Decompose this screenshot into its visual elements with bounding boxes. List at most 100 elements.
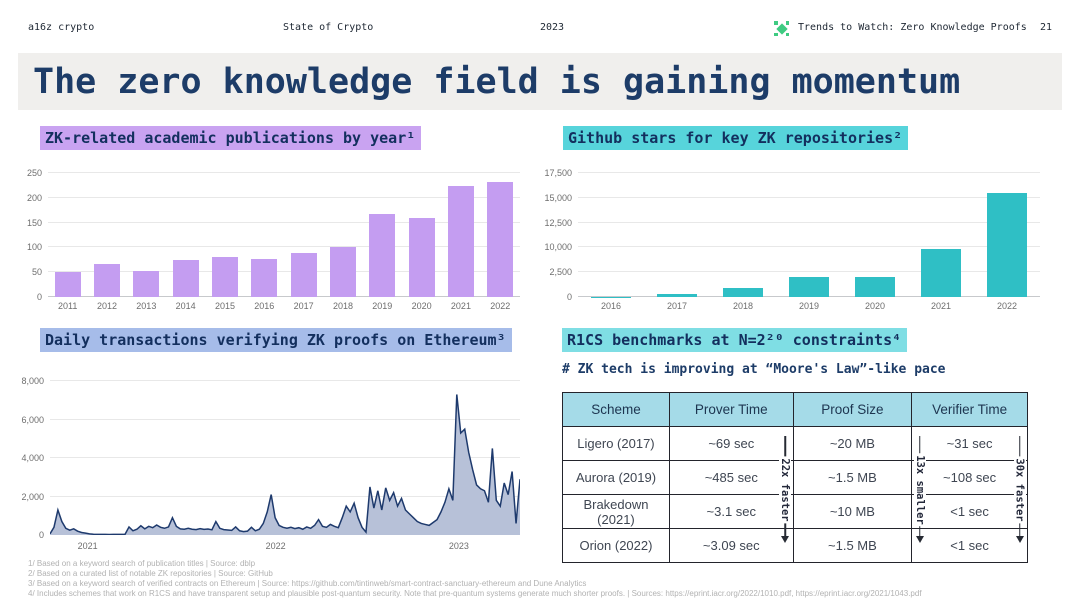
footnotes: 1/ Based on a keyword search of publicat… [28,559,922,599]
improvement-arrow-verifier: 30x faster [1013,436,1027,543]
slide-title: The zero knowledge field is gaining mome… [33,62,961,102]
bars [578,173,1040,297]
gridline [48,246,520,248]
cell-proof-size: ~1.5 MB [792,528,913,563]
x-tick-label: 2016 [600,301,622,311]
cell-prover-time: ~485 sec [668,460,794,495]
bar [94,263,120,297]
bar [212,256,238,297]
y-tick-label: 17,500 [544,168,572,178]
cell-proof-size: ~1.5 MB [792,460,913,495]
annotation-prover-improvement: 22x faster [779,455,792,524]
cell-scheme: Ligero (2017) [562,426,670,461]
chart-eth-transactions-area: 0 2,000 4,000 6,000 8,000 2021 2022 2023 [8,376,520,553]
section-title: Trends to Watch: Zero Knowledge Proofs [798,22,1027,33]
header-bar: a16z crypto State of Crypto 2023 Trends … [0,21,1080,38]
annotation-verifier-improvement: 30x faster [1013,455,1026,524]
x-tick-label: 2022 [265,541,286,551]
y-tick-label: 12,500 [544,217,572,228]
bar [329,247,356,297]
y-axis-labels: 0 50 100 150 200 250 [20,168,48,302]
footnote-2: 2/ Based on a curated list of notable ZK… [28,569,273,578]
x-tick-label: 2021 [930,301,952,311]
y-tick-label: 10,000 [544,242,572,253]
y-tick-label: 250 [26,168,42,178]
x-tick-label: 2019 [798,301,820,311]
gridline [578,246,1040,248]
bar [986,192,1028,297]
cell-scheme: Aurora (2019) [562,460,670,495]
y-axis-labels: 0 2,500 10,000 12,500 15,000 17,500 [528,168,578,302]
y-tick-label: 15,000 [544,192,572,203]
gridline [50,380,520,381]
table-header-row: Scheme Prover Time Proof Size Verifier T… [562,392,1028,427]
cell-prover-time: ~3.1 sec [668,494,794,529]
r1cs-benchmark-table: Scheme Prover Time Proof Size Verifier T… [562,392,1028,563]
cell-proof-size: ~20 MB [792,426,913,461]
panel-title-publications: ZK-related academic publications by year… [40,126,422,150]
bar [656,294,698,297]
gridline [48,196,520,198]
y-tick-label: 0 [38,530,44,540]
cell-verifier-time: ~108 sec [911,460,1028,495]
improvement-arrow-prover: 22x faster [778,436,792,543]
area-series [50,381,520,535]
y-tick-label: 150 [26,217,42,228]
plot-area [48,172,520,297]
gridline [48,172,520,173]
arrow-down-icon [781,536,790,543]
gridline [578,172,1040,173]
report-year: 2023 [540,22,565,33]
gridline [50,457,520,458]
gridline [578,196,1040,198]
bar [290,253,317,297]
y-tick-label: 100 [26,242,42,253]
cell-prover-time: ~3.09 sec [668,528,794,563]
col-header-verifier-time: Verifier Time [911,392,1028,427]
cell-scheme: Orion (2022) [562,528,670,563]
bar [369,214,396,297]
bar [408,218,435,297]
panel-title-r1cs-benchmarks: R1CS benchmarks at N=2²⁰ constraints⁴ [562,328,908,352]
panel-title-eth-transactions: Daily transactions verifying ZK proofs o… [40,328,512,352]
y-axis-labels: 0 2,000 4,000 6,000 8,000 [8,376,50,540]
table-row: Orion (2022) ~3.09 sec ~1.5 MB <1 sec [562,528,1028,563]
bar [133,270,160,297]
col-header-proof-size: Proof Size [792,392,913,427]
y-tick-label: 50 [31,267,42,278]
bar [920,249,962,297]
x-tick-label: 2022 [490,301,511,311]
cell-prover-time: ~69 sec [668,426,794,461]
bar [251,259,278,297]
y-tick-label: 0 [36,292,42,302]
bar [172,259,199,297]
col-header-prover-time: Prover Time [668,392,794,427]
gridline [48,271,520,273]
panel-title-github-stars: Github stars for key ZK repositories² [563,126,909,150]
x-axis-labels: 2011 2012 2013 2014 2015 2016 2017 2018 2019 2020… [48,301,520,311]
gridline [48,296,520,297]
x-tick-label: 2017 [666,301,688,311]
cell-verifier-time: <1 sec [911,494,1028,529]
bars [48,173,520,297]
x-tick-label: 2019 [372,301,393,311]
report-title: State of Crypto [283,22,374,33]
annotation-proof-size-improvement: 13x smaller [913,452,926,527]
x-tick-label: 2021 [77,541,98,551]
x-tick-label: 2023 [448,541,469,551]
a16z-crypto-logo-icon [774,21,789,36]
cell-scheme: Brakedown (2021) [562,494,670,529]
cell-proof-size: ~10 MB [792,494,913,529]
y-tick-label: 6,000 [21,414,44,425]
bar [722,288,764,297]
gridline [578,221,1040,223]
y-tick-label: 2,500 [549,267,572,278]
gridline [48,221,520,223]
x-tick-label: 2020 [411,301,432,311]
arrow-down-icon [915,536,924,543]
arrow-down-icon [1015,536,1024,543]
gridline [578,271,1040,273]
r1cs-subtitle: # ZK tech is improving at “Moore's Law”-… [562,362,946,377]
bar [854,277,896,297]
